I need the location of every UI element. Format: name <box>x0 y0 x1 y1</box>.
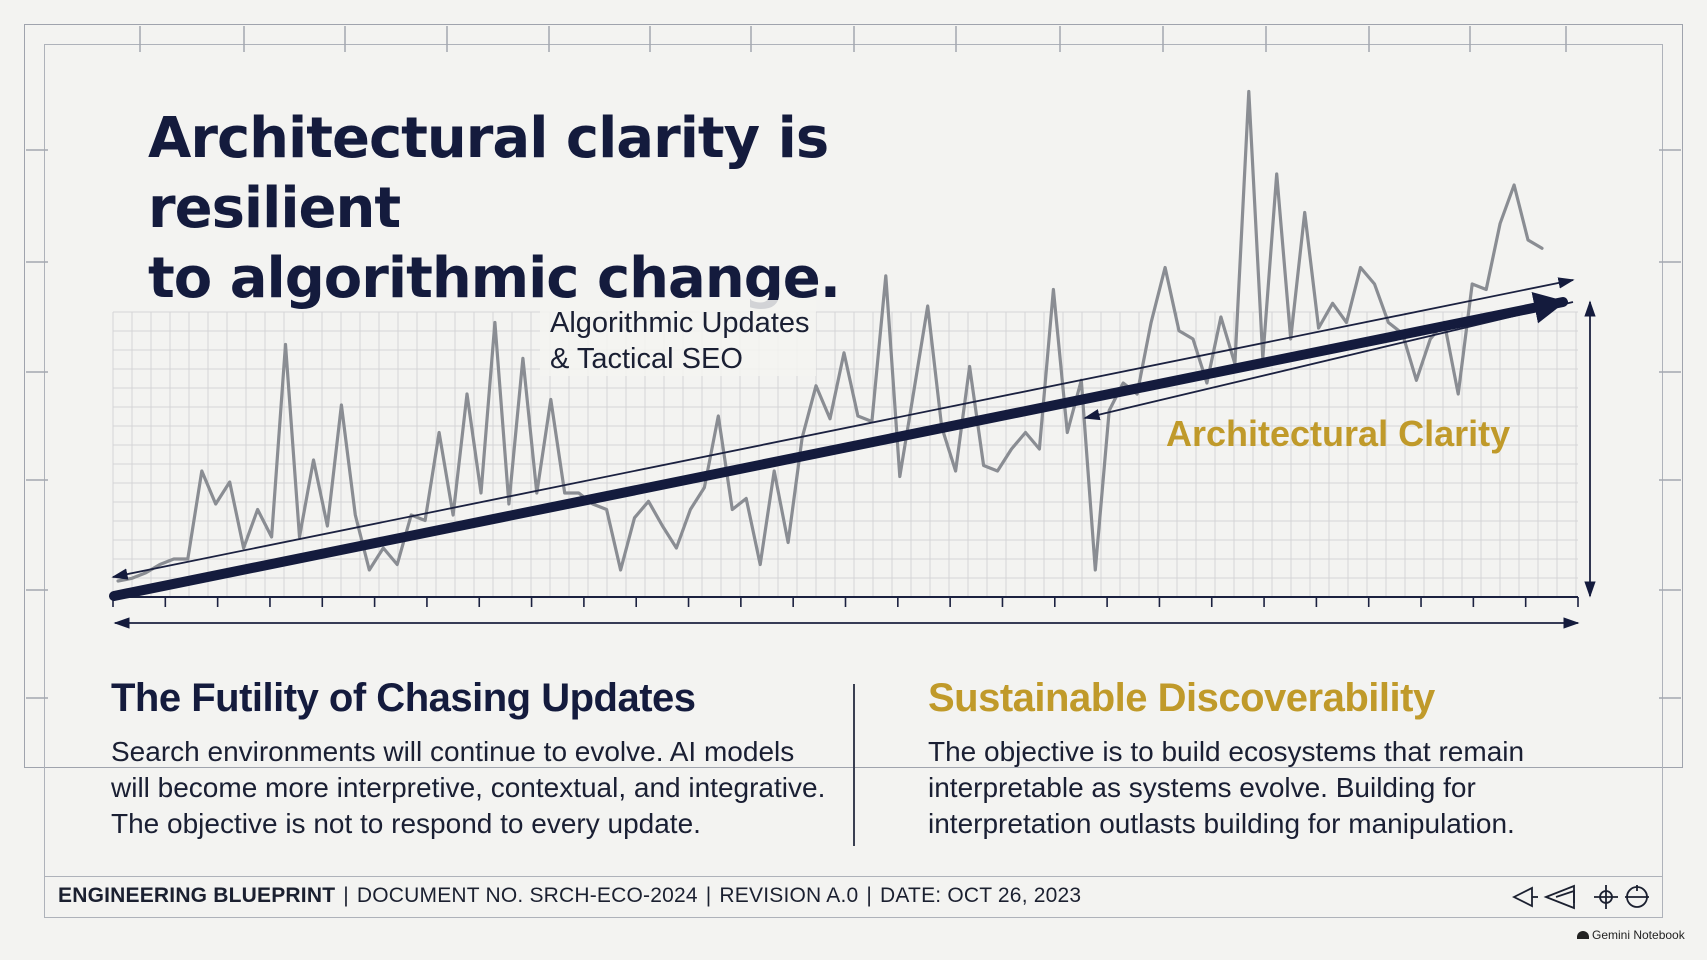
discoverability-heading: Sustainable Discoverability <box>928 676 1435 720</box>
discoverability-section: Sustainable Discoverability The objectiv… <box>928 676 1648 842</box>
frame-tick-marks <box>26 26 1681 699</box>
volatile-label-backdrop <box>540 300 816 376</box>
futility-body: Search environments will continue to evo… <box>111 734 831 842</box>
brand-name: Gemini Notebook <box>1592 928 1685 942</box>
footer-document-number: DOCUMENT NO. SRCH-ECO-2024 <box>356 884 698 907</box>
triangle-marker-icon <box>1511 886 1538 908</box>
target-icon <box>1625 885 1649 908</box>
footer-divider <box>44 876 1663 877</box>
futility-line-3: The objective is not to respond to every… <box>111 808 701 839</box>
brand-watermark: Gemini Notebook <box>1577 928 1685 942</box>
footer-separator: | <box>866 884 873 907</box>
discoverability-line-2: interpretable as systems evolve. Buildin… <box>928 772 1476 803</box>
footer-separator: | <box>705 884 712 907</box>
futility-section: The Futility of Chasing Updates Search e… <box>111 676 831 842</box>
trend-label: Architectural Clarity <box>1166 413 1510 454</box>
futility-line-2: will become more interpretive, contextua… <box>111 772 826 803</box>
futility-line-1: Search environments will continue to evo… <box>111 736 795 767</box>
footer-date: DATE: OCT 26, 2023 <box>880 884 1082 907</box>
column-divider <box>853 684 855 846</box>
double-triangle-marker-icon <box>1543 884 1575 910</box>
futility-heading: The Futility of Chasing Updates <box>111 676 696 720</box>
discoverability-line-3: interpretation outlasts building for man… <box>928 808 1515 839</box>
architectural-clarity-trend-arrow <box>109 292 1568 601</box>
algorithmic-updates-line <box>116 89 1544 583</box>
crosshair-icon <box>1594 885 1618 909</box>
baseline-ticks <box>112 597 1579 607</box>
upper-range-arrow <box>111 277 1575 580</box>
discoverability-line-1: The objective is to build ecosystems tha… <box>928 736 1525 767</box>
brand-logo-icon <box>1577 931 1589 939</box>
footer-title: ENGINEERING BLUEPRINT <box>58 884 336 907</box>
footer-icon-group <box>1511 884 1649 910</box>
document-footer: ENGINEERING BLUEPRINT | DOCUMENT NO. SRCH-… <box>58 884 1081 908</box>
footer-revision: REVISION A.0 <box>719 884 859 907</box>
volatile-label-line-2: & Tactical SEO <box>550 343 743 375</box>
volatile-label-line-1: Algorithmic Updates <box>550 307 810 339</box>
title-line-1: Architectural clarity is resilient <box>148 106 829 241</box>
footer-separator: | <box>343 884 349 907</box>
discoverability-body: The objective is to build ecosystems tha… <box>928 734 1648 842</box>
